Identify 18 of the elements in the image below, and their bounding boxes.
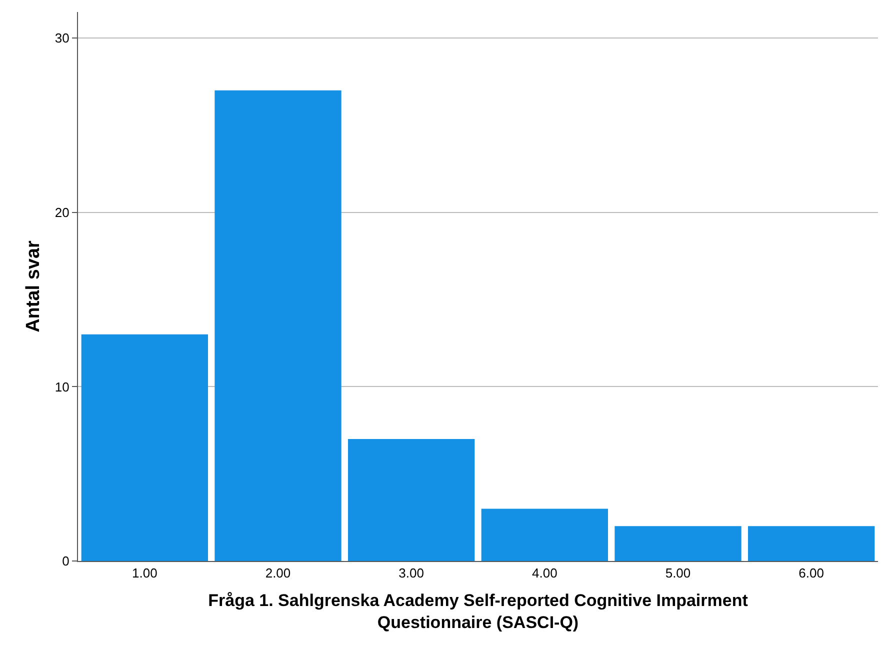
bar	[348, 439, 475, 561]
x-tick-label: 5.00	[665, 566, 691, 581]
y-tick-label: 10	[54, 379, 70, 394]
bar	[81, 334, 208, 561]
bar	[481, 508, 608, 561]
bar	[748, 526, 875, 561]
x-tick-label: 6.00	[798, 566, 824, 581]
y-tick-label: 20	[54, 204, 70, 220]
y-axis-title: Antal svar	[22, 240, 44, 332]
x-tick-label: 2.00	[265, 566, 291, 581]
x-tick-label: 1.00	[132, 566, 158, 581]
x-axis-title: Fråga 1. Sahlgrenska Academy Self-reported Cognitive Impairment Questionnaire (SASCI-Q)	[208, 591, 748, 632]
x-tick-label: 3.00	[398, 566, 424, 581]
bar	[614, 526, 742, 561]
bar	[214, 90, 342, 561]
y-tick-label: 0	[62, 554, 70, 569]
x-tick-label: 4.00	[532, 566, 558, 581]
y-tick-label: 30	[54, 30, 70, 46]
